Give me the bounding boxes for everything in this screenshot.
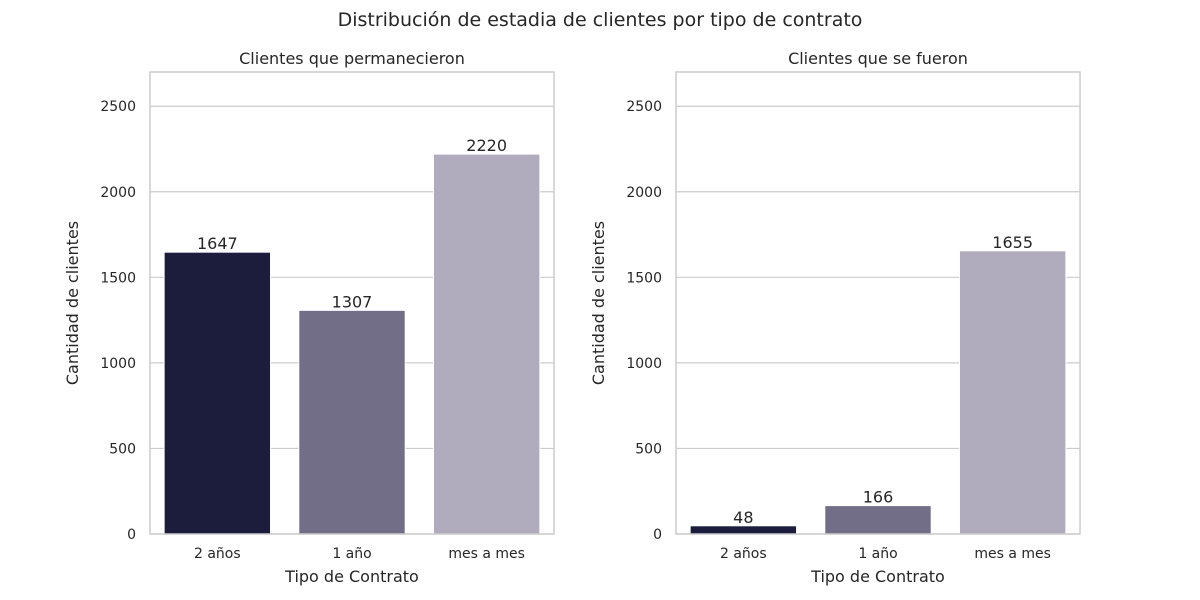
panel-1-y-tick-label: 1000: [100, 356, 136, 372]
panel-2-y-tick-label: 1000: [626, 356, 662, 372]
panel-1-x-tick-label: 2 años: [194, 546, 241, 562]
panel-2-y-tick-label: 2500: [626, 99, 662, 115]
panel-2-title: Clientes que se fueron: [788, 49, 968, 68]
panel-2-x-tick-label: mes a mes: [974, 546, 1051, 562]
panel-1-x-tick-label: 1 año: [332, 546, 371, 562]
panel-2-data-label: 166: [863, 488, 894, 507]
panel-1-bar: [163, 251, 272, 535]
panel-2-bar: [689, 525, 798, 535]
panel-2-data-label: 1655: [992, 233, 1033, 252]
figure-title: Distribución de estadia de clientes por …: [337, 9, 863, 31]
panel-1-y-tick-label: 500: [109, 441, 136, 457]
panel-2-y-tick-label: 2000: [626, 185, 662, 201]
panel-1-data-label: 1307: [332, 292, 373, 311]
panel-2-y-tick-label: 500: [635, 441, 662, 457]
panel-2-x-tick-label: 1 año: [858, 546, 897, 562]
panel-2-y-tick-label: 1500: [626, 270, 662, 286]
panel-2-data-label: 48: [733, 508, 753, 527]
panel-1-bar: [298, 309, 406, 535]
panel-1-bar: [432, 153, 541, 535]
panel-2-frame: [675, 71, 1081, 535]
panel-1-y-tick-label: 2500: [100, 99, 136, 115]
panel-1-x-axis-label: Tipo de Contrato: [284, 567, 419, 586]
panel-1-title: Clientes que permanecieron: [239, 49, 465, 68]
panel-2-x-axis-label: Tipo de Contrato: [810, 567, 945, 586]
panel-1-x-tick-label: mes a mes: [448, 546, 525, 562]
panel-1-y-tick-label: 2000: [100, 185, 136, 201]
panel-1-y-tick-label: 0: [127, 527, 136, 543]
panel-1-y-tick-label: 1500: [100, 270, 136, 286]
panel-2-bar: [958, 250, 1067, 535]
panel-1-y-axis-label: Cantidad de clientes: [63, 221, 82, 385]
panel-2-bar: [824, 505, 932, 535]
panel-1-frame: [149, 71, 555, 535]
panel-1-data-label: 1647: [197, 234, 238, 253]
panel-2-y-tick-label: 0: [653, 527, 662, 543]
panel-2-x-tick-label: 2 años: [720, 546, 767, 562]
panel-2-y-axis-label: Cantidad de clientes: [589, 221, 608, 385]
panel-1-data-label: 2220: [466, 136, 507, 155]
